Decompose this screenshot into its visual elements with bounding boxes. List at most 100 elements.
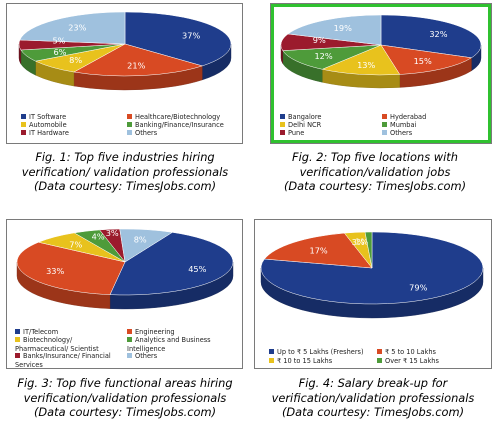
legend-label: Others [390,129,413,137]
caption-line: (Data courtesy: TimesJobs.com) [281,405,465,420]
legend-swatch [21,114,26,119]
chart-panel-locations: 32% 15% 13% 12% 9% 19% Bangalore Hyderabad Delh… [270,3,492,144]
pie-data-label: 33% [46,266,64,276]
pie-slice-hyderabad [380,44,473,75]
legend-label: Analytics and Business Intelligence [127,336,211,353]
pie-data-label: 3% [106,228,119,238]
legend-label: Engineering [135,328,175,336]
legend-label: Others [135,352,158,360]
chart-panel-salary: 79% 17% 3% 1% Up to ₹ 5 Lakhs (Freshers) ₹ 5… [254,219,492,369]
pie-data-label: 32% [429,29,447,39]
caption-line: verification/validation professionals [23,390,227,405]
legend-label: ₹ 5 to 10 Lakhs [385,348,436,356]
legend-item-engineering: Engineering [127,328,233,337]
pie-slice-others [287,14,382,46]
pie-data-label: 45% [188,264,206,274]
legend-swatch [377,349,382,354]
pie-slice-healthcare-biotechnology [73,43,204,77]
caption-line: (Data courtesy: TimesJobs.com) [33,179,217,194]
legend-item-up-to-5-lakhs-freshers: Up to ₹ 5 Lakhs (Freshers) [269,348,364,357]
legend-swatch [15,337,20,342]
pie-slice-it-software [124,11,232,67]
pie-slice-delhi-ncr [321,44,401,76]
legend-item-banks-insurance-financial-services: Banks/Insurance/ Financial Services [15,352,121,369]
legend-item-biotechnology-pharmaceutical-scientist: Biotechnology/ Pharmaceutical/ Scientist [15,336,121,354]
legend-swatch [382,114,387,119]
legend-label: Others [135,129,158,137]
legend-item-others: Others [127,352,233,361]
legend-swatch [127,337,132,342]
legend-label: Pune [288,129,305,137]
legend-label: Delhi NCR [288,121,322,129]
legend-item-others: Others [127,129,157,138]
pie-slice-5-to-10-lakhs [264,232,373,269]
legend-item-it-hardware: IT Hardware [21,129,69,138]
caption-line: verification/ validation professionals [21,164,229,179]
caption-line: verification/validation jobs [299,164,451,179]
legend-label: Bangalore [288,113,322,121]
legend-label: Banks/Insurance/ Financial Services [15,352,111,369]
pie-data-label: 21% [127,60,145,70]
legend-item-mumbai: Mumbai [382,121,416,130]
pie-slice-engineering [16,241,126,295]
pie-data-label: 23% [68,23,86,33]
legend-swatch [15,353,20,358]
legend-label: Over ₹ 15 Lakhs [385,357,439,365]
legend-item-others: Others [382,129,412,138]
legend-item-bangalore: Bangalore [280,113,321,122]
legend-label: Mumbai [390,121,417,129]
pie-data-label: 13% [357,60,375,70]
pie-data-label: 8% [134,234,147,244]
legend-swatch [382,130,387,135]
caption-line: verification/validation professionals [271,390,475,405]
legend-swatch [280,122,285,127]
pie-slice-it-telecom [109,232,234,296]
pie-slice-bangalore [380,14,482,59]
legend-label: IT Hardware [29,129,69,137]
legend-item-hyderabad: Hyderabad [382,113,426,122]
pie-data-label: 9% [313,35,326,45]
pie-data-label: 19% [334,23,352,33]
legend-item-delhi-ncr: Delhi NCR [280,121,321,130]
legend-swatch [280,130,285,135]
caption-line: Fig. 2: Top five locations with [292,150,458,164]
legend-label: Up to ₹ 5 Lakhs (Freshers) [277,348,364,356]
pie-data-label: 15% [414,56,432,66]
legend-swatch [127,114,132,119]
pie-data-label: 7% [69,239,82,249]
caption-line: Fig. 4: Salary break-up for [298,376,448,390]
legend-item-pune: Pune [280,129,304,138]
pie-chart-salary: 79% 17% 3%1% [260,231,484,319]
pie-data-label: 17% [310,246,328,256]
pie-data-label: 1% [355,237,368,247]
legend-item-over-15-lakhs: Over ₹ 15 Lakhs [377,357,439,366]
pie-data-label: 37% [182,30,200,40]
figure-caption-1: Fig. 1: Top five industries hiring verif… [0,150,250,194]
pie-data-label: 6% [53,47,66,57]
legend-swatch [269,358,274,363]
legend-item-analytics-and-business-intelligence: Analytics and Business Intelligence [127,336,233,354]
legend-swatch [21,122,26,127]
legend-swatch [382,122,387,127]
pie-chart-functional-areas: 45% 33% 7% 4% 3% 8% [16,228,234,310]
pie-slice-others [19,11,126,45]
legend-swatch [127,122,132,127]
legend-label: Healthcare/Biotechnology [135,113,221,121]
chart-panel-functional-areas: 45% 33% 7% 4% 3% 8% IT/Telecom Engineering Biot… [6,219,243,369]
legend-label: Banking/Finance/Insurance [135,121,224,129]
figure-caption-2: Fig. 2: Top five locations with verifica… [254,150,496,194]
pie-slice-over-15-lakhs [364,231,373,269]
legend-swatch [127,353,132,358]
legend-swatch [280,114,285,119]
pie-chart-industries: 37% 21% 8%6%5%23% [18,11,232,91]
legend-item-it-telecom: IT/Telecom [15,328,121,337]
legend-swatch [127,130,132,135]
chart-panel-industries: 37% 21% 8% 6% 5% 23% IT Software Healthcare/Bi… [6,3,243,144]
pie-data-label: 3% [352,237,365,247]
legend-label: IT/Telecom [23,328,59,336]
legend-swatch [377,358,382,363]
legend-swatch [269,349,274,354]
legend-label: ₹ 10 to 15 Lakhs [277,357,333,365]
legend-item-healthcare-biotechnology: Healthcare/Biotechnology [127,113,220,122]
figure-caption-3: Fig. 3: Top five functional areas hiring… [0,376,250,420]
